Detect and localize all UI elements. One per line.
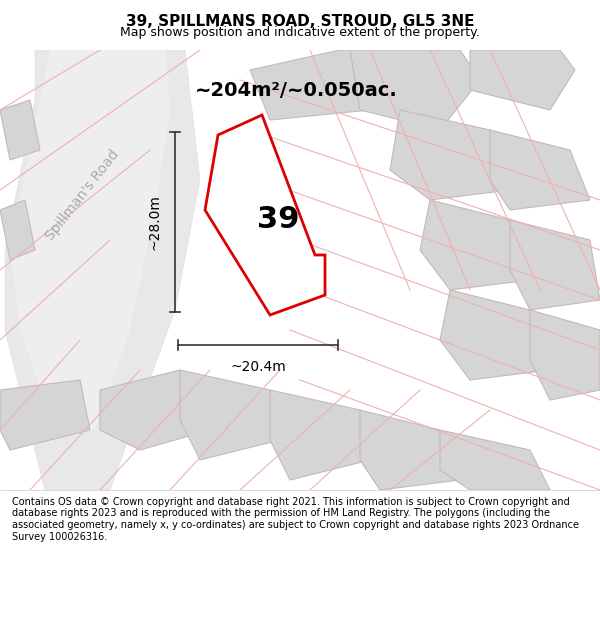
Polygon shape — [270, 390, 370, 480]
Text: Spillman's Road: Spillman's Road — [43, 147, 122, 243]
Polygon shape — [440, 290, 550, 380]
Text: ~20.4m: ~20.4m — [230, 360, 286, 374]
Polygon shape — [250, 50, 380, 120]
Polygon shape — [510, 220, 600, 310]
Polygon shape — [440, 430, 550, 490]
Polygon shape — [420, 200, 530, 290]
Polygon shape — [530, 310, 600, 400]
Polygon shape — [100, 370, 210, 450]
Text: 39, SPILLMANS ROAD, STROUD, GL5 3NE: 39, SPILLMANS ROAD, STROUD, GL5 3NE — [126, 14, 474, 29]
Polygon shape — [10, 50, 170, 430]
Polygon shape — [490, 130, 590, 210]
Polygon shape — [0, 200, 35, 260]
Polygon shape — [470, 50, 575, 110]
Polygon shape — [0, 100, 40, 160]
Text: Contains OS data © Crown copyright and database right 2021. This information is : Contains OS data © Crown copyright and d… — [12, 497, 579, 541]
Polygon shape — [350, 50, 480, 130]
Text: ~28.0m: ~28.0m — [147, 194, 161, 250]
Polygon shape — [360, 410, 460, 490]
Polygon shape — [0, 380, 90, 450]
Polygon shape — [390, 110, 510, 200]
Polygon shape — [5, 50, 200, 490]
Text: Map shows position and indicative extent of the property.: Map shows position and indicative extent… — [120, 26, 480, 39]
Polygon shape — [180, 370, 280, 460]
Text: 39: 39 — [257, 206, 299, 234]
Polygon shape — [205, 115, 325, 315]
Text: ~204m²/~0.050ac.: ~204m²/~0.050ac. — [195, 81, 398, 99]
